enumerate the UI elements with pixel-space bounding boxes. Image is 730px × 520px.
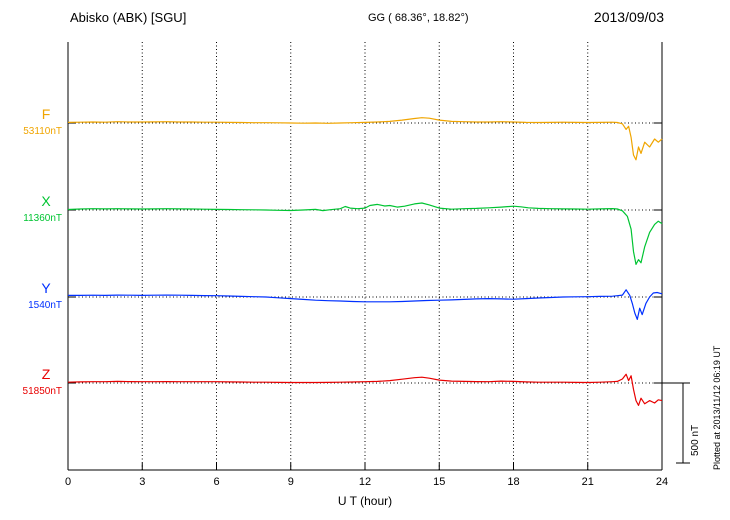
trace-baseline-value-Y: 1540nT (28, 300, 62, 311)
x-tick-label-3: 3 (139, 476, 146, 488)
trace-letter-Z: Z (41, 366, 51, 382)
trace-baseline-value-Z: 51850nT (22, 386, 62, 397)
plotted-at-timestamp: Plotted at 2013/11/12 06:19 UT (712, 345, 722, 470)
trace-Z (67, 373, 663, 406)
x-axis-title: U T (hour) (337, 494, 393, 508)
geographic-coords: GG ( 68.36°, 18.82°) (368, 12, 469, 24)
trace-baseline-value-X: 11360nT (23, 213, 62, 224)
trace-Y (68, 289, 663, 320)
trace-baseline-value-F: 53110nT (23, 126, 62, 137)
trace-X (67, 202, 663, 265)
x-tick-label-0: 0 (64, 476, 72, 488)
x-tick-label-6: 6 (213, 476, 220, 488)
x-tick-label-18: 18 (507, 476, 520, 488)
x-tick-label-15: 15 (433, 476, 446, 488)
x-tick-label-24: 24 (655, 476, 669, 488)
plot-date: 2013/09/03 (593, 9, 664, 25)
trace-F (67, 117, 663, 161)
trace-letter-Y: Y (41, 280, 51, 296)
trace-letter-F: F (41, 106, 51, 122)
scale-bar-label: 500 nT (690, 424, 701, 456)
x-tick-label-9: 9 (287, 476, 294, 488)
trace-letter-X: X (41, 193, 51, 209)
x-tick-label-21: 21 (581, 476, 594, 488)
x-tick-label-12: 12 (358, 476, 372, 488)
station-title: Abisko (ABK) [SGU] (70, 10, 187, 25)
